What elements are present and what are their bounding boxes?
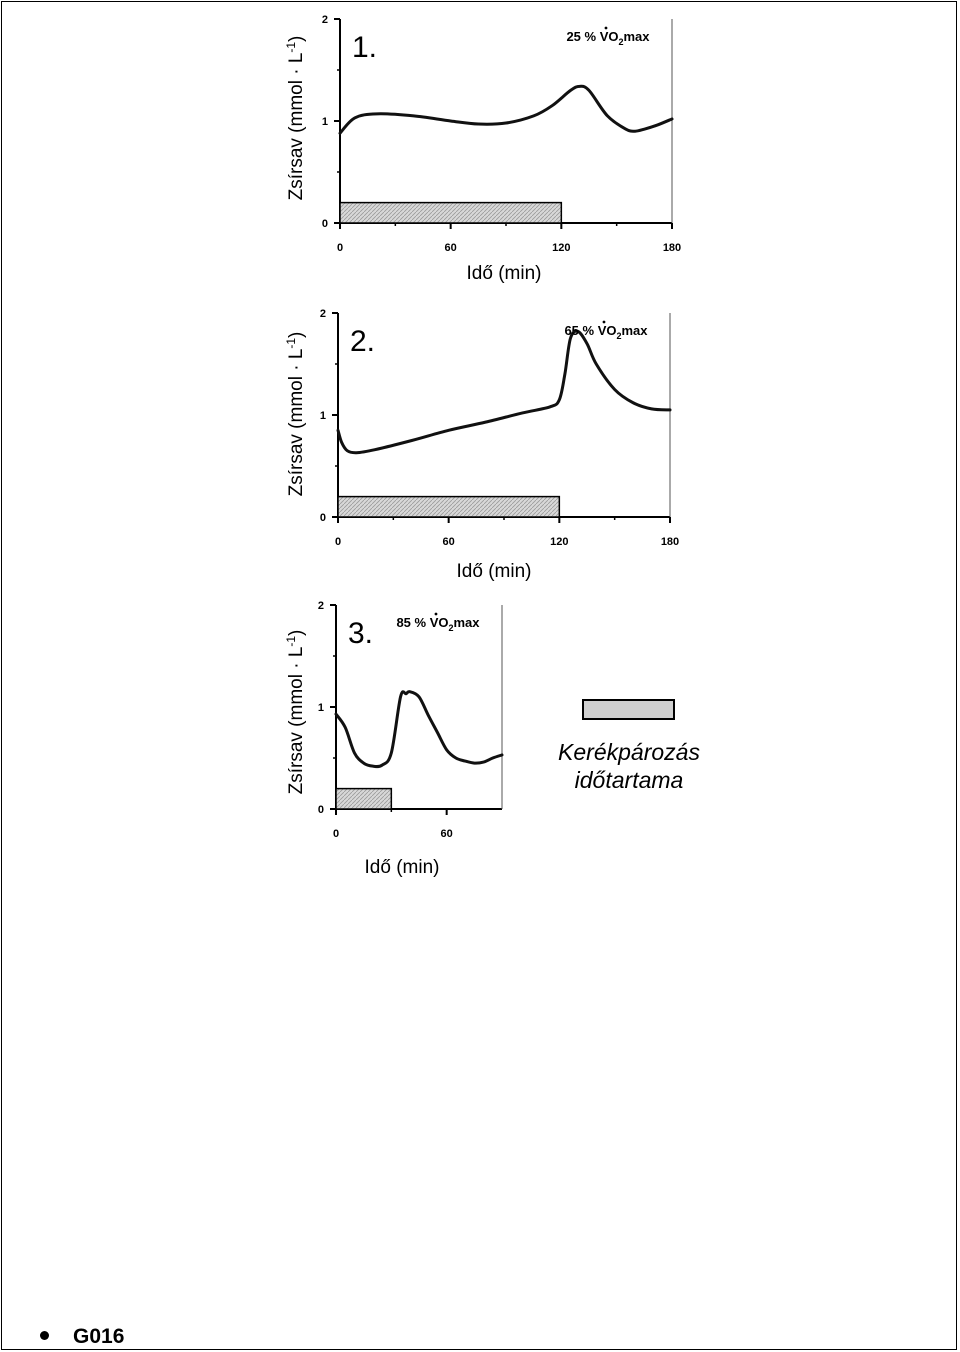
x-tick-label: 60 <box>441 828 453 840</box>
panel-label: 2. <box>350 325 375 358</box>
x-tick-label: 120 <box>550 536 568 548</box>
dot-over-v-icon <box>434 612 438 616</box>
fatty-acid-series-line <box>334 690 504 769</box>
y-tick-label: 1 <box>318 702 324 714</box>
fatty-acid-series-line <box>336 329 672 455</box>
y-tick-label: 2 <box>322 14 328 26</box>
legend-label-line2: időtartama <box>574 767 684 793</box>
chart-panel-3: 0 1 2 0 60 3. 85 % VO2max Zsírsav (mmol · L-1) I… <box>284 600 504 878</box>
cycling-duration-bar <box>339 201 563 224</box>
x-tick-label: 0 <box>333 828 339 840</box>
cycling-duration-bar <box>335 787 393 810</box>
dot-over-v-icon <box>602 320 606 324</box>
y-axis-label: Zsírsav (mmol · L-1) <box>284 630 307 795</box>
x-axis-label: Idő (min) <box>467 263 542 284</box>
footer-code: G016 <box>40 1325 124 1349</box>
intensity-label: 85 % VO2max <box>396 615 480 633</box>
intensity-label: 65 % VO2max <box>564 323 648 341</box>
x-axis-label: Idő (min) <box>365 857 440 878</box>
bullet-icon <box>40 1330 49 1340</box>
x-axis-label: Idő (min) <box>457 561 532 582</box>
legend-cycling-swatch <box>582 699 675 720</box>
y-tick-label: 0 <box>320 512 326 524</box>
x-tick-label: 180 <box>663 242 681 254</box>
dot-over-v-icon <box>604 26 608 30</box>
y-tick-label: 2 <box>318 600 324 612</box>
x-tick-label: 180 <box>661 536 679 548</box>
x-tick-label: 60 <box>443 536 455 548</box>
y-tick-label: 1 <box>322 116 328 128</box>
y-axis-label: Zsírsav (mmol · L-1) <box>284 36 307 201</box>
x-tick-label: 0 <box>337 242 343 254</box>
x-tick-label: 120 <box>552 242 570 254</box>
y-tick-label: 0 <box>322 218 328 230</box>
panel-label: 1. <box>352 31 377 64</box>
panel-label: 3. <box>348 617 373 650</box>
legend-label: Kerékpározás időtartama <box>520 738 738 794</box>
y-tick-label: 2 <box>320 308 326 320</box>
cycling-duration-bar <box>337 495 561 518</box>
y-tick-label: 1 <box>320 410 326 422</box>
x-tick-label: 0 <box>335 536 341 548</box>
legend-label-line1: Kerékpározás <box>558 739 700 765</box>
x-tick-label: 60 <box>445 242 457 254</box>
fatty-acid-series-line <box>338 84 674 135</box>
intensity-label: 25 % VO2max <box>566 29 650 47</box>
y-tick-label: 0 <box>318 804 324 816</box>
footer-code-text: G016 <box>73 1325 125 1348</box>
y-axis-label: Zsírsav (mmol · L-1) <box>284 332 307 497</box>
